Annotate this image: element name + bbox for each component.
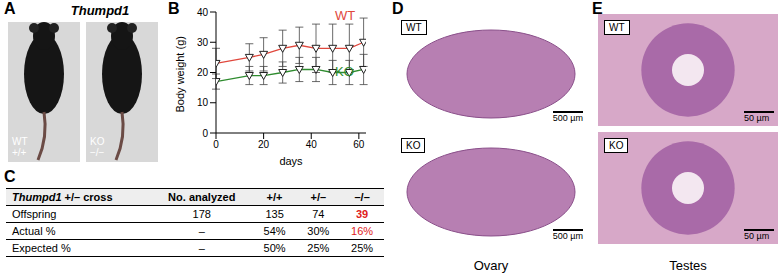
html-text:C: C: [4, 168, 16, 185]
html-text:Expected %: Expected %: [12, 242, 71, 254]
html-text:WT: WT: [406, 22, 422, 33]
svg-text:40: 40: [306, 139, 318, 150]
html-text:74: 74: [312, 208, 325, 220]
html-text:50 µm: 50 µm: [744, 231, 770, 241]
html-text:KO: KO: [406, 140, 421, 151]
html-text:16%: 16%: [351, 225, 374, 237]
html-text:KO: KO: [90, 136, 105, 147]
html-text:WT: WT: [12, 136, 28, 147]
svg-text:40: 40: [197, 7, 209, 18]
html-text:KO: KO: [609, 140, 624, 151]
html-text:50%: 50%: [263, 242, 286, 254]
html-text:Ovary: Ovary: [473, 258, 509, 273]
html-text:E: E: [592, 0, 603, 17]
html-text:Thumpd1 +/– cross: Thumpd1 +/– cross: [12, 191, 113, 203]
svg-text:20: 20: [258, 139, 270, 150]
html-text:50 µm: 50 µm: [744, 113, 770, 123]
svg-text:10: 10: [197, 97, 209, 108]
svg-text:days: days: [279, 155, 303, 167]
svg-text:20: 20: [197, 67, 209, 78]
html-text:Thumpd1: Thumpd1: [70, 3, 130, 18]
html-text:WT: WT: [335, 8, 356, 23]
html-text:39: 39: [356, 208, 369, 220]
svg-text:0: 0: [202, 128, 208, 139]
html-text:30%: 30%: [307, 225, 330, 237]
html-text:B: B: [168, 0, 180, 17]
html-text:A: A: [4, 0, 16, 17]
html-text:178: 178: [192, 208, 211, 220]
html-text:25%: 25%: [307, 242, 330, 254]
svg-text:60: 60: [353, 139, 365, 150]
html-text:135: 135: [265, 208, 284, 220]
html-text:Offspring: Offspring: [12, 208, 57, 220]
html-text:No. analyzed: No. analyzed: [168, 191, 236, 203]
html-text:500 µm: 500 µm: [552, 231, 583, 241]
html-text:25%: 25%: [351, 242, 374, 254]
svg-text:Body weight (g): Body weight (g): [174, 36, 186, 112]
html-text:54%: 54%: [263, 225, 286, 237]
html-text:500 µm: 500 µm: [552, 113, 583, 123]
svg-text:0: 0: [213, 139, 219, 150]
svg-text:30: 30: [197, 37, 209, 48]
html-text:WT: WT: [609, 22, 625, 33]
html-text:KO: KO: [335, 64, 354, 79]
html-text:D: D: [392, 0, 404, 17]
html-text:Actual %: Actual %: [12, 225, 56, 237]
html-text:Testes: Testes: [669, 258, 707, 273]
